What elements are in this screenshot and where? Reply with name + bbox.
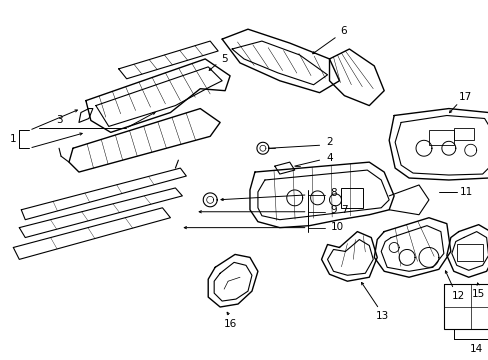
Text: 10: 10 — [330, 222, 344, 231]
Text: 7: 7 — [341, 205, 347, 215]
Bar — [443, 284, 488, 329]
Bar — [341, 188, 363, 208]
Text: 8: 8 — [329, 188, 336, 198]
Bar — [456, 243, 482, 261]
Text: 3: 3 — [56, 116, 62, 126]
Text: 5: 5 — [221, 54, 227, 64]
Text: 13: 13 — [375, 311, 388, 321]
Text: 6: 6 — [340, 26, 346, 36]
Text: 16: 16 — [223, 319, 236, 329]
Text: 2: 2 — [325, 137, 332, 147]
Text: 1: 1 — [10, 134, 17, 144]
Bar — [453, 129, 473, 140]
Text: 11: 11 — [459, 187, 472, 197]
Text: 4: 4 — [325, 153, 332, 163]
Text: 12: 12 — [451, 291, 465, 301]
Text: 14: 14 — [469, 344, 482, 354]
Bar — [428, 130, 453, 145]
Text: 17: 17 — [458, 92, 471, 102]
Text: 9: 9 — [329, 205, 336, 215]
Text: 15: 15 — [471, 289, 484, 299]
